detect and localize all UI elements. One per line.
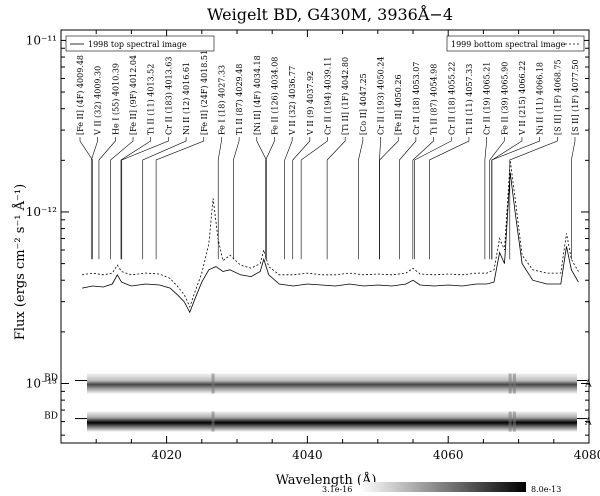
line-id-leader bbox=[256, 137, 267, 260]
line-id-leader bbox=[79, 137, 93, 260]
spectral-image-strip bbox=[87, 373, 577, 394]
line-id-leader bbox=[509, 137, 558, 260]
chart-title: Weigelt BD, G430M, 3936Å−4 bbox=[207, 4, 453, 24]
line-id-label: [Ni II] (4F) 4034.18 bbox=[253, 55, 262, 135]
colorbar: 3.1e-16 8.0e-13 bbox=[322, 482, 561, 494]
line-id-label: [Fe II] 4050.26 bbox=[394, 74, 403, 135]
emission-blob bbox=[512, 373, 516, 394]
line-id-label: V II (9) 4037.92 bbox=[306, 71, 315, 136]
line-id-leader bbox=[484, 137, 487, 260]
line-id-leader bbox=[491, 137, 523, 260]
line-id-label: Cr II (19) 4065.21 bbox=[483, 62, 492, 135]
line-id-leader bbox=[121, 137, 169, 260]
y-axis-title: Flux (ergs cm⁻² s⁻¹ Å⁻¹) bbox=[12, 184, 28, 340]
line-id-leader bbox=[142, 137, 187, 260]
strip-right-label: A bbox=[584, 380, 592, 390]
y-tick-label: 10⁻¹² bbox=[26, 205, 57, 219]
series-1999-line bbox=[82, 160, 579, 308]
line-id-label: Ti II (87) 4054.98 bbox=[430, 64, 439, 135]
line-id-label: Cr II (193) 4050.24 bbox=[377, 57, 386, 136]
line-id-leader bbox=[489, 137, 505, 260]
line-id-leader bbox=[90, 137, 98, 260]
x-tick-label: 4060 bbox=[433, 448, 464, 462]
line-id-label: [Co II] 4047.25 bbox=[359, 73, 368, 135]
colorbar-gradient bbox=[360, 482, 526, 492]
x-tick-label: 4020 bbox=[151, 448, 182, 462]
series-layer bbox=[82, 160, 579, 314]
emission-blob bbox=[512, 411, 516, 432]
line-id-leader bbox=[414, 137, 452, 260]
line-id-leader bbox=[412, 137, 434, 260]
strip-left-label: BD bbox=[44, 412, 58, 422]
line-id-label: Fe II (126) 4034.08 bbox=[270, 57, 279, 135]
legend-label-1998: 1998 top spectral image bbox=[88, 40, 187, 49]
legend-box-left bbox=[65, 35, 215, 52]
line-id-leader bbox=[98, 137, 116, 260]
x-tick-label: 4080 bbox=[574, 448, 600, 462]
spectral-image-strip bbox=[87, 411, 577, 432]
line-id-label: V II (32) 4009.30 bbox=[94, 66, 103, 136]
line-id-leader bbox=[155, 137, 205, 260]
x-axis-title: Wavelength (Å) bbox=[276, 472, 377, 488]
line-id-label: [Fe II] (4F) 4009.48 bbox=[76, 55, 85, 135]
emission-blob bbox=[508, 373, 512, 394]
line-identifications: [Fe II] (4F) 4009.48 V II (32) 4009.30 He … bbox=[76, 50, 580, 260]
line-id-leader bbox=[110, 137, 134, 260]
line-id-label: [Fe II] (9F) 4012.04 bbox=[129, 55, 138, 135]
line-id-label: Ti II (11) 4013.52 bbox=[147, 64, 156, 135]
line-id-label: Ti II (87) 4029.48 bbox=[235, 64, 244, 135]
line-id-label: Cr II (18) 4053.07 bbox=[412, 62, 421, 135]
line-id-label: Cr II (194) 4039.11 bbox=[324, 57, 333, 136]
line-id-leader bbox=[300, 137, 328, 260]
line-id-leader bbox=[233, 137, 240, 260]
y-tick-label: 10⁻¹³ bbox=[26, 377, 57, 391]
line-id-label: [S II] (1F) 4068.75 bbox=[553, 59, 562, 135]
line-id-label: V II (32) 4036.77 bbox=[288, 66, 297, 136]
line-id-label: [Fe II] (24F) 4018.51 bbox=[200, 50, 209, 135]
line-id-leader bbox=[429, 137, 470, 260]
emission-blob bbox=[211, 411, 215, 432]
line-id-label: Fe I (18) 4027.33 bbox=[217, 65, 226, 135]
strip-left-label: BD bbox=[44, 374, 58, 384]
line-id-leader bbox=[326, 137, 346, 260]
line-id-label: Fe II (39) 4065.90 bbox=[500, 62, 509, 135]
line-id-leader bbox=[265, 137, 275, 260]
emission-blob bbox=[211, 373, 215, 394]
line-id-label: V II (215) 4066.22 bbox=[518, 61, 527, 136]
colorbar-min-label: 3.1e-16 bbox=[322, 485, 352, 494]
line-id-label: [S II] (1F) 4077.50 bbox=[571, 59, 580, 135]
line-id-label: He I (55) 4010.39 bbox=[111, 63, 120, 135]
legend-label-1999: 1999 bottom spectral image bbox=[451, 40, 566, 49]
line-id-label: Ti II (11) 4057.33 bbox=[465, 64, 474, 135]
plot-frame bbox=[60, 29, 590, 444]
line-id-label: Cr II (183) 4013.63 bbox=[164, 57, 173, 136]
line-id-label: Ni II (12) 4016.61 bbox=[182, 62, 191, 135]
series-1998-line bbox=[82, 172, 579, 314]
line-id-leader bbox=[571, 137, 576, 260]
legend: 1998 top spectral image 1999 bottom spect… bbox=[65, 35, 585, 52]
line-id-leader bbox=[358, 137, 364, 260]
emission-blob bbox=[508, 411, 512, 432]
line-id-leader bbox=[284, 137, 293, 260]
line-id-leader bbox=[120, 137, 152, 260]
y-tick-label: 10⁻¹¹ bbox=[26, 33, 57, 47]
line-id-label: Ni II (11) 4066.18 bbox=[536, 62, 545, 135]
x-tick-label: 4040 bbox=[292, 448, 323, 462]
legend-box-right bbox=[446, 35, 585, 52]
line-id-leader bbox=[379, 137, 399, 260]
line-id-leader bbox=[491, 137, 540, 260]
line-id-leader bbox=[399, 137, 417, 260]
line-id-leader bbox=[217, 137, 222, 260]
colorbar-max-label: 8.0e-13 bbox=[531, 485, 561, 494]
line-id-leader bbox=[292, 137, 311, 260]
strip-right-label: A bbox=[584, 418, 592, 428]
axes: 4020 4040 4060 4080 10⁻¹¹ 10⁻¹² 10⁻¹³ bbox=[26, 30, 600, 462]
line-id-label: Cr II (18) 4055.22 bbox=[447, 62, 456, 135]
spectral-image-strips: BD A BD A bbox=[44, 373, 592, 432]
line-id-label: [Ti II] (1F) 4042.80 bbox=[341, 57, 350, 135]
